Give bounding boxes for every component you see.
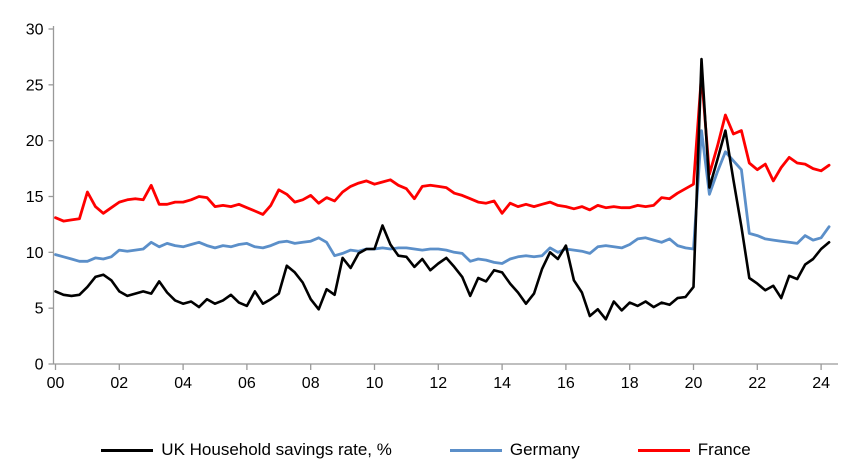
x-tick-label: 16 [557, 375, 575, 392]
y-tick-label: 5 [35, 301, 44, 318]
legend-item-france: France [637, 440, 751, 460]
y-tick-label: 15 [26, 189, 44, 206]
uk-series-line [54, 57, 831, 321]
x-tick-label: 10 [366, 375, 384, 392]
x-tick-label: 02 [110, 375, 128, 392]
legend: UK Household savings rate, % Germany Fra… [0, 440, 852, 460]
france-series-line [54, 73, 831, 223]
france-line-swatch [637, 448, 690, 452]
x-tick-label: 22 [748, 375, 766, 392]
x-tick-label: 00 [47, 375, 65, 392]
x-tick-label: 12 [429, 375, 447, 392]
legend-item-uk: UK Household savings rate, % [101, 440, 392, 460]
x-tick-label: 24 [812, 375, 830, 392]
y-tick-label: 10 [26, 245, 44, 262]
y-tick-label: 0 [35, 357, 44, 374]
x-tick-label: 14 [493, 375, 511, 392]
y-tick-label: 30 [26, 22, 44, 39]
germany-line-swatch [449, 448, 502, 452]
legend-label-germany: Germany [509, 440, 580, 459]
x-tick-label: 06 [238, 375, 256, 392]
germany-series-line [54, 129, 831, 265]
legend-item-germany: Germany [449, 440, 580, 460]
x-tick-label: 08 [302, 375, 320, 392]
legend-label-uk: UK Household savings rate, % [161, 440, 392, 459]
y-tick-label: 25 [26, 77, 44, 94]
x-tick-label: 04 [174, 375, 192, 392]
legend-label-france: France [697, 440, 751, 459]
uk-line-swatch [101, 448, 154, 452]
x-tick-label: 18 [621, 375, 639, 392]
y-tick-label: 20 [26, 133, 44, 150]
x-tick-label: 20 [685, 375, 703, 392]
